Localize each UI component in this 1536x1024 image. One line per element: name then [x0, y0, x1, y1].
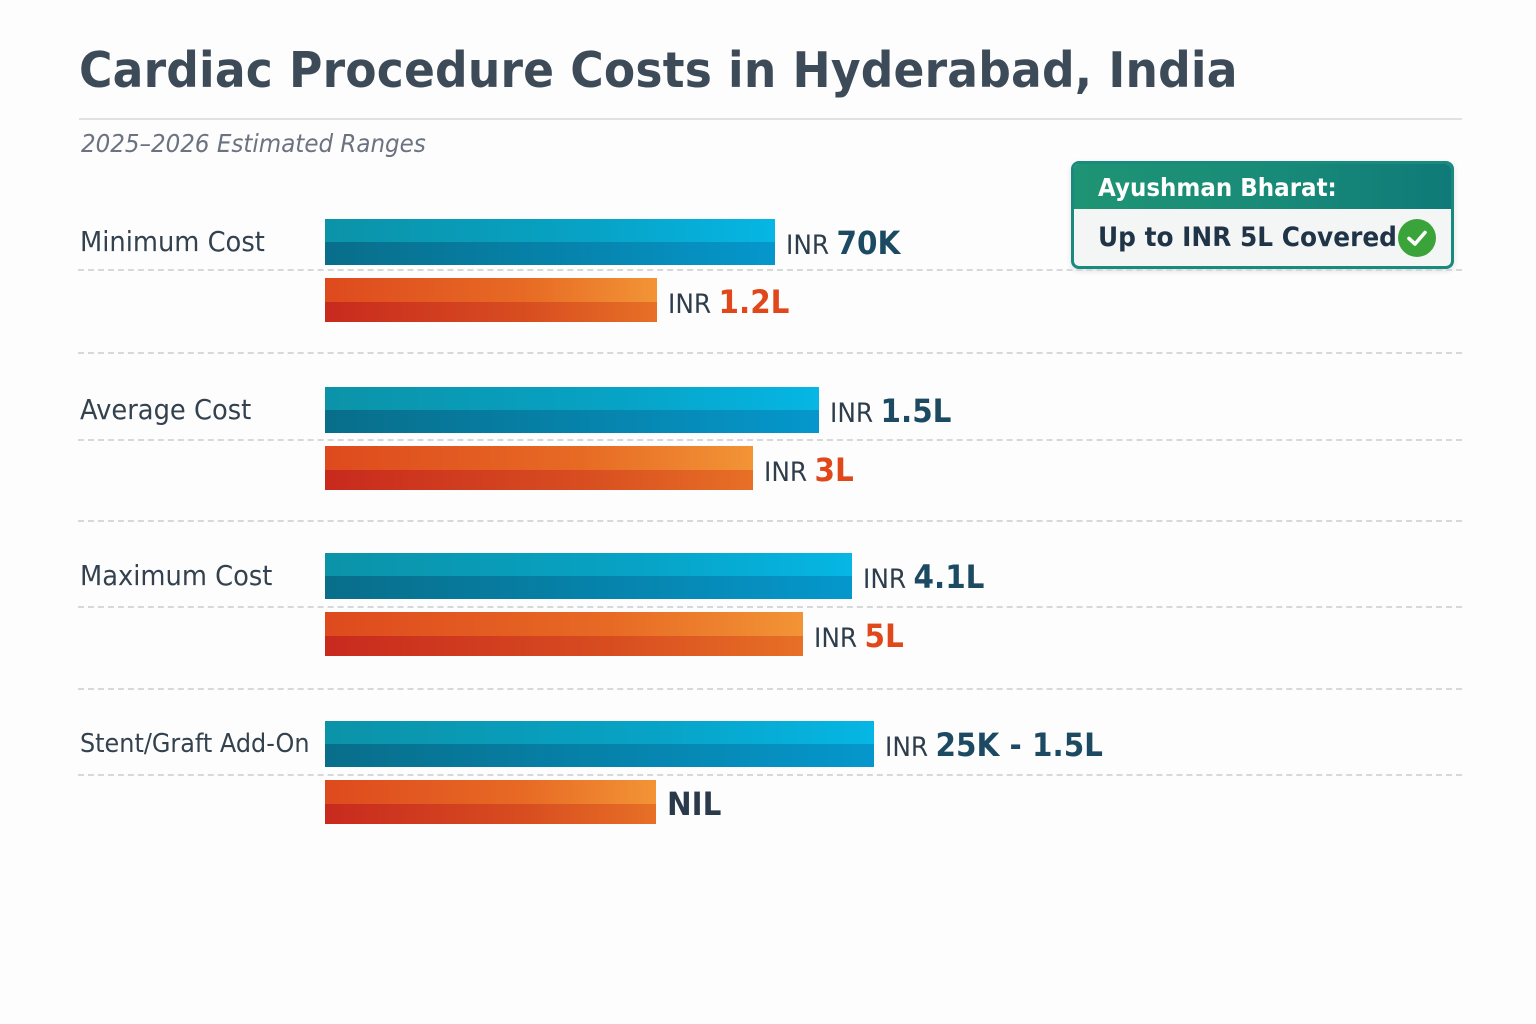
bar-series-1	[325, 553, 852, 599]
bar-series-2	[325, 780, 656, 824]
callout-heading: Ayushman Bharat:	[1098, 173, 1337, 202]
data-label-prefix: INR	[764, 457, 808, 488]
data-label-value: 70K	[836, 224, 901, 262]
category-label: Average Cost	[80, 393, 252, 426]
category-label: Maximum Cost	[80, 559, 273, 592]
callout-text: Up to INR 5L Covered	[1098, 222, 1397, 253]
data-label-value: 1.5L	[880, 392, 952, 430]
chart-subtitle: 2025–2026 Estimated Ranges	[81, 129, 426, 158]
data-label: INR 4.1L	[863, 555, 984, 602]
data-label-value: 5L	[864, 617, 904, 655]
data-label: INR 25K - 1.5L	[885, 723, 1103, 770]
data-label: INR 1.5L	[830, 389, 951, 436]
group-divider	[78, 520, 1462, 522]
data-label-prefix: INR	[885, 732, 929, 763]
bar-series-2	[325, 446, 753, 490]
data-label-value: NIL	[667, 785, 722, 823]
row-divider	[78, 269, 1462, 271]
bar-series-2	[325, 612, 803, 656]
category-label: Stent/Graft Add-On	[80, 729, 310, 759]
bar-series-1	[325, 387, 819, 433]
data-label-prefix: INR	[830, 398, 874, 429]
category-label: Minimum Cost	[80, 225, 265, 258]
bar-series-1	[325, 721, 874, 767]
data-label-value: 3L	[814, 451, 854, 489]
data-label-prefix: INR	[668, 289, 712, 320]
bar-series-1	[325, 219, 775, 265]
data-label: INR 5L	[814, 614, 904, 661]
data-label: INR 1.2L	[668, 280, 789, 327]
bar-series-2	[325, 278, 657, 322]
row-divider	[78, 439, 1462, 441]
data-label-prefix: INR	[786, 230, 830, 261]
ayushman-bharat-callout: Ayushman Bharat: Up to INR 5L Covered	[1071, 161, 1454, 269]
group-divider	[78, 688, 1462, 690]
check-circle-icon	[1398, 219, 1436, 257]
data-label: INR 3L	[764, 448, 854, 495]
chart-title: Cardiac Procedure Costs in Hyderabad, In…	[79, 42, 1238, 99]
row-divider	[78, 774, 1462, 776]
data-label: INR 70K	[786, 221, 900, 268]
data-label-value: 1.2L	[718, 283, 790, 321]
data-label-value: 25K - 1.5L	[935, 726, 1103, 764]
title-divider	[79, 118, 1462, 120]
row-divider	[78, 606, 1462, 608]
group-divider	[78, 352, 1462, 354]
data-label-prefix: INR	[863, 564, 907, 595]
data-label: NIL	[667, 782, 721, 827]
data-label-value: 4.1L	[913, 558, 985, 596]
data-label-prefix: INR	[814, 623, 858, 654]
